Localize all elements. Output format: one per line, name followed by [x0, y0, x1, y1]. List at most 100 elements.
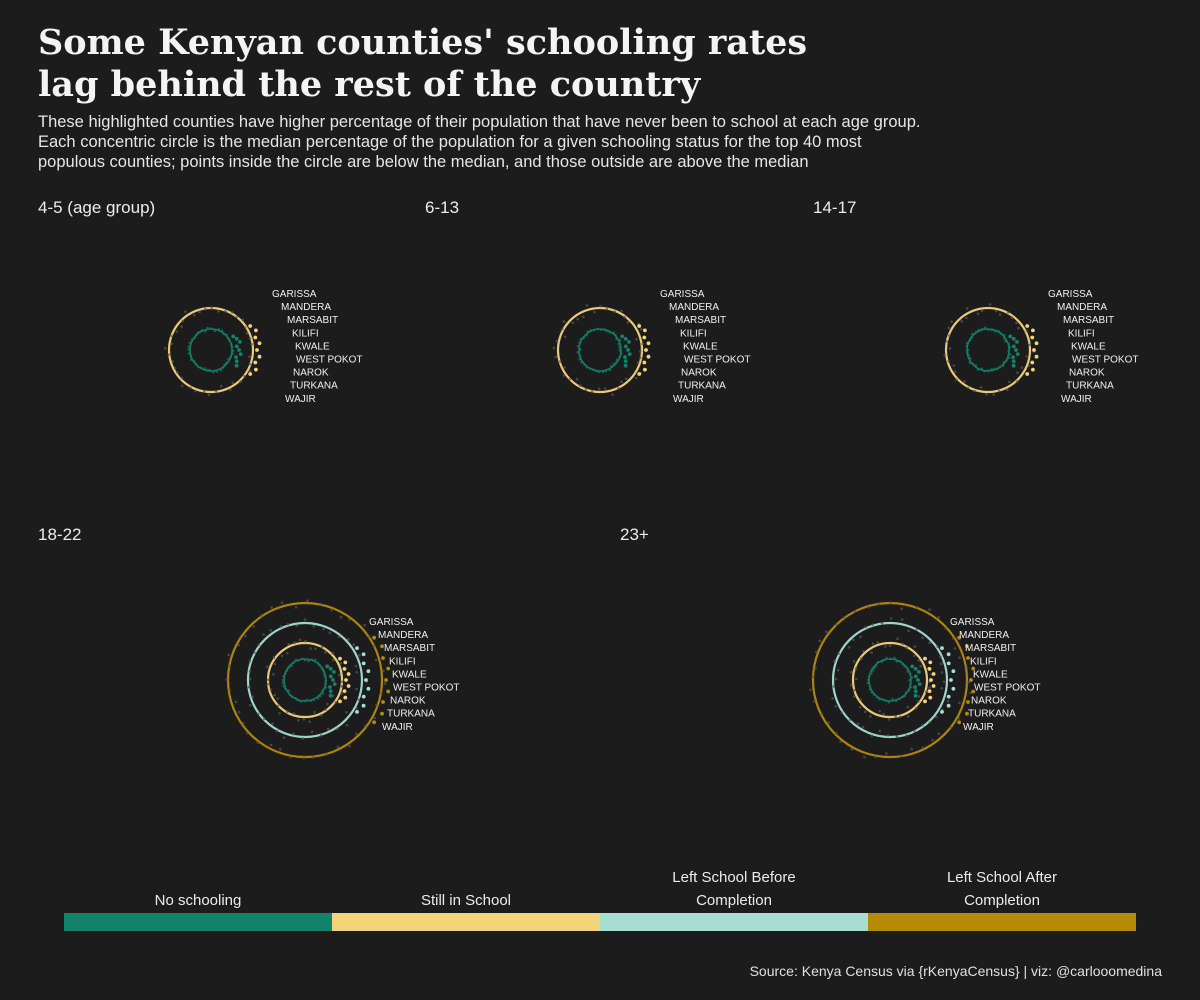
county-point-no-schooling-panel-3: [323, 675, 327, 679]
county-point-still-in-school-panel-4: [871, 642, 875, 645]
county-point-no-schooling-panel-4: [906, 670, 909, 673]
county-label-garissa-panel-4: GARISSA: [950, 617, 995, 628]
county-point-still-in-school-panel-4: [917, 659, 921, 662]
highlighted-point-wajir-panel-1: [637, 372, 642, 376]
highlighted-point-mandera-panel-3: [380, 644, 384, 649]
highlighted-point-turkana-panel-3: [380, 711, 384, 716]
county-point-no-schooling-panel-1: [579, 348, 582, 351]
county-point-still-in-school-panel-3: [320, 713, 323, 717]
county-label-kilifi-panel-1: KILIFI: [680, 328, 707, 339]
county-point-no-schooling-panel-0: [215, 370, 219, 373]
county-point-left-school-after-completion-panel-3: [244, 634, 247, 638]
county-point-no-schooling-panel-3: [301, 657, 304, 661]
county-point-still-in-school-panel-2: [952, 364, 956, 367]
county-point-left-school-after-completion-panel-4: [915, 605, 919, 609]
county-point-no-schooling-panel-1: [614, 333, 617, 337]
county-point-no-schooling-panel-1: [592, 368, 595, 371]
county-point-still-in-school-panel-4: [862, 649, 865, 653]
county-point-no-schooling-panel-3: [303, 658, 307, 662]
county-point-no-schooling-panel-3: [316, 662, 320, 665]
county-point-still-in-school-panel-0: [194, 389, 197, 393]
panel-title-23-plus: 23+: [620, 525, 649, 544]
county-label-turkana-panel-4: TURKANA: [968, 709, 1016, 720]
county-point-no-schooling-panel-1: [610, 364, 613, 368]
county-label-mandera-panel-3: MANDERA: [378, 630, 428, 641]
county-point-no-schooling-panel-1: [604, 369, 608, 373]
county-point-still-in-school-panel-1: [641, 342, 644, 346]
county-point-still-in-school-panel-4: [905, 646, 908, 650]
county-point-no-schooling-panel-1: [615, 361, 618, 364]
county-point-still-in-school-panel-4: [858, 706, 862, 709]
county-point-still-in-school-panel-2: [980, 309, 984, 313]
county-point-still-in-school-panel-0: [189, 386, 192, 389]
county-point-still-in-school-panel-1: [563, 366, 566, 369]
highlighted-point-wajir-panel-3: [338, 699, 342, 704]
county-point-still-in-school-panel-2: [955, 378, 958, 382]
county-point-still-in-school-panel-4: [852, 660, 856, 663]
county-point-no-schooling-panel-2: [984, 326, 987, 330]
county-point-left-school-before-completion-panel-3: [326, 727, 330, 731]
county-point-still-in-school-panel-1: [636, 361, 640, 365]
highlighted-point-narok-panel-4: [913, 685, 917, 689]
county-point-no-schooling-panel-1: [612, 331, 615, 335]
highlighted-point-turkana-panel-4: [946, 703, 951, 708]
county-point-left-school-before-completion-panel-3: [248, 659, 252, 663]
county-point-still-in-school-panel-3: [266, 682, 270, 686]
county-point-no-schooling-panel-3: [290, 664, 293, 668]
county-point-still-in-school-panel-4: [850, 683, 853, 687]
county-point-left-school-after-completion-panel-4: [957, 717, 961, 720]
legend-label-still-in-school: Still in School: [420, 892, 512, 909]
legend-label-no-schooling: No schooling: [154, 892, 242, 909]
county-point-still-in-school-panel-3: [308, 720, 311, 723]
highlighted-point-garissa-panel-2: [1025, 324, 1030, 328]
county-point-still-in-school-panel-1: [563, 335, 567, 339]
county-point-no-schooling-panel-1: [618, 346, 621, 349]
highlighted-point-mandera-panel-2: [1031, 328, 1035, 333]
county-point-still-in-school-panel-4: [917, 695, 921, 698]
county-point-no-schooling-panel-3: [321, 692, 325, 695]
county-point-left-school-before-completion-panel-3: [345, 723, 349, 727]
highlighted-point-turkana-panel-3: [361, 703, 366, 708]
county-point-still-in-school-panel-0: [180, 376, 184, 380]
county-point-left-school-after-completion-panel-4: [967, 681, 970, 684]
county-point-no-schooling-panel-4: [876, 660, 880, 664]
legend-swatch-left-before: [600, 913, 868, 931]
highlighted-point-mandera-panel-3: [361, 652, 366, 657]
county-point-no-schooling-panel-4: [908, 672, 912, 675]
highlighted-point-narok-panel-3: [328, 685, 332, 689]
county-point-still-in-school-panel-3: [320, 645, 324, 649]
highlighted-point-kwale-panel-4: [949, 678, 953, 682]
highlighted-point-garissa-panel-2: [1008, 334, 1013, 339]
county-point-left-school-after-completion-panel-4: [811, 675, 814, 678]
county-point-left-school-before-completion-panel-3: [322, 627, 325, 631]
county-point-still-in-school-panel-2: [950, 320, 953, 323]
county-point-still-in-school-panel-0: [180, 325, 183, 328]
county-point-still-in-school-panel-3: [297, 719, 300, 722]
county-point-still-in-school-panel-1: [605, 307, 609, 311]
highlighted-point-kilifi-panel-3: [366, 669, 371, 674]
county-point-still-in-school-panel-2: [1020, 366, 1024, 369]
county-point-no-schooling-panel-4: [871, 669, 875, 672]
county-point-no-schooling-panel-2: [965, 344, 968, 348]
highlighted-point-west-pokot-panel-4: [917, 682, 922, 686]
highlighted-point-mandera-panel-3: [343, 660, 348, 665]
county-point-still-in-school-panel-4: [878, 710, 881, 713]
county-point-still-in-school-panel-4: [854, 667, 858, 670]
county-point-no-schooling-panel-0: [194, 362, 198, 366]
county-point-no-schooling-panel-4: [898, 660, 902, 663]
county-point-no-schooling-panel-3: [282, 684, 286, 688]
legend-swatch-no-schooling: [64, 913, 332, 931]
county-point-left-school-before-completion-panel-4: [861, 725, 865, 729]
county-point-no-schooling-panel-4: [904, 691, 908, 694]
county-point-left-school-after-completion-panel-3: [279, 748, 282, 751]
legend-swatch-still-in-school: [332, 913, 600, 931]
county-point-still-in-school-panel-0: [175, 330, 178, 333]
county-point-no-schooling-panel-2: [970, 336, 974, 339]
county-point-no-schooling-panel-0: [203, 367, 207, 370]
county-point-no-schooling-panel-0: [223, 363, 226, 366]
county-point-left-school-before-completion-panel-4: [928, 721, 932, 724]
county-point-left-school-after-completion-panel-3: [325, 753, 329, 756]
county-point-left-school-after-completion-panel-4: [809, 688, 812, 692]
county-point-still-in-school-panel-1: [617, 387, 620, 390]
highlighted-point-wajir-panel-2: [1025, 372, 1030, 376]
